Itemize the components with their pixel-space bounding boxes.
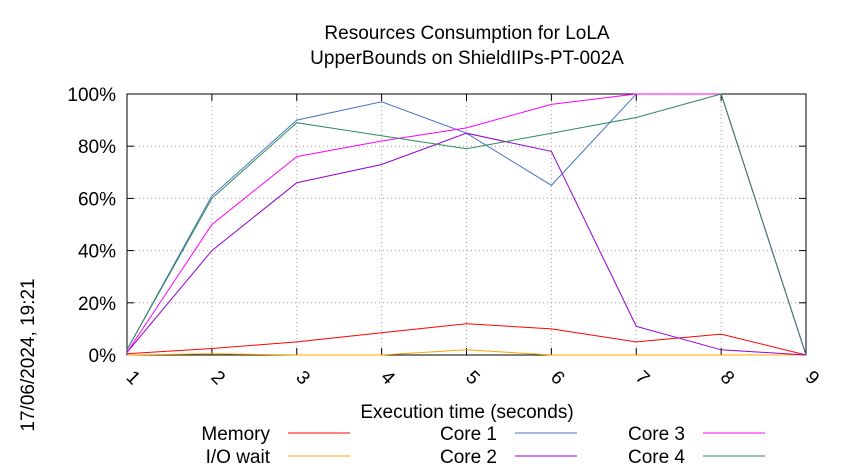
series-line-i-o-wait [126, 349, 806, 356]
x-tick-label: 9 [801, 367, 823, 389]
x-tick-labels: 1 2 3 4 5 6 7 8 9 [122, 367, 823, 390]
series-line-core-4 [126, 93, 807, 356]
x-tick-label: 3 [291, 367, 313, 389]
legend-label-i-o-wait: I/O wait [206, 447, 271, 468]
series-line-core-3 [126, 93, 807, 356]
series-lines [126, 93, 807, 356]
timestamp-label: 17/06/2024, 19:21 [18, 278, 39, 431]
y-tick-label: 80% [78, 137, 116, 158]
series-line-core-2 [126, 132, 807, 356]
x-tick-label: 1 [122, 367, 144, 389]
x-tick-label: 5 [461, 367, 483, 389]
chart-subtitle: UpperBounds on ShieldIIPs-PT-002A [310, 48, 624, 69]
x-tick-label: 2 [207, 367, 229, 389]
x-tick-label: 7 [631, 367, 653, 389]
legend-label-core-2: Core 2 [440, 447, 497, 468]
x-tick-label: 4 [376, 367, 399, 390]
legend-label-core-3: Core 3 [628, 424, 685, 445]
legend-label-core-4: Core 4 [628, 447, 685, 468]
y-tick-label: 0% [89, 346, 117, 367]
y-tick-label: 100% [67, 85, 116, 106]
x-axis-label: Execution time (seconds) [360, 402, 573, 423]
y-tick-labels: 0% 20% 40% 60% 80% 100% [67, 85, 116, 367]
series-line-memory [126, 323, 807, 356]
legend-label-core-1: Core 1 [440, 424, 497, 445]
y-tick-label: 40% [78, 242, 116, 263]
legend-label-memory: Memory [201, 424, 270, 445]
x-tick-label: 6 [546, 367, 568, 389]
x-tick-label: 8 [716, 367, 738, 389]
chart-title: Resources Consumption for LoLA [324, 23, 609, 44]
plot-frame [126, 93, 807, 356]
y-tick-label: 20% [78, 294, 116, 315]
y-tick-label: 60% [78, 189, 116, 210]
